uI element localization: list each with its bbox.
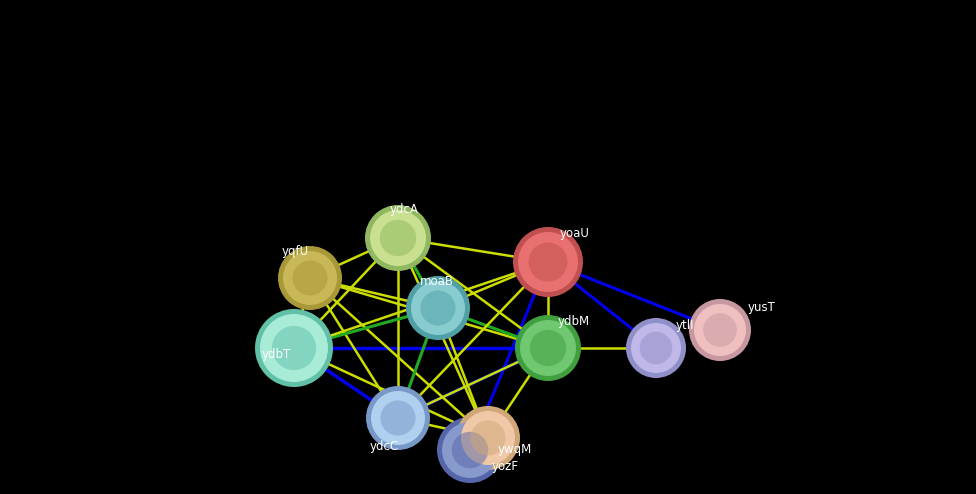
Ellipse shape — [411, 281, 465, 335]
Ellipse shape — [461, 411, 515, 465]
Ellipse shape — [513, 227, 583, 297]
Text: ytlI: ytlI — [676, 319, 695, 332]
Ellipse shape — [380, 220, 416, 256]
Text: ydcC: ydcC — [370, 440, 399, 453]
Ellipse shape — [528, 243, 567, 282]
Ellipse shape — [255, 309, 333, 387]
Ellipse shape — [260, 314, 328, 382]
Text: ydbT: ydbT — [262, 348, 291, 361]
Ellipse shape — [456, 406, 520, 470]
Ellipse shape — [470, 420, 506, 455]
Ellipse shape — [520, 320, 576, 376]
Ellipse shape — [631, 323, 681, 373]
Ellipse shape — [452, 432, 488, 468]
Text: ydbM: ydbM — [558, 315, 590, 328]
Ellipse shape — [626, 318, 686, 378]
Text: ydcA: ydcA — [390, 203, 419, 216]
Ellipse shape — [689, 299, 751, 361]
Ellipse shape — [703, 313, 737, 347]
Text: yusT: yusT — [748, 301, 776, 314]
Ellipse shape — [518, 232, 578, 292]
Ellipse shape — [371, 391, 425, 445]
Ellipse shape — [694, 304, 746, 356]
Text: yozF: yozF — [492, 460, 519, 473]
Ellipse shape — [366, 386, 430, 450]
Ellipse shape — [272, 326, 316, 370]
Ellipse shape — [283, 251, 337, 305]
Text: yoaU: yoaU — [560, 227, 590, 240]
Text: ywqM: ywqM — [498, 443, 532, 456]
Ellipse shape — [370, 210, 426, 266]
Ellipse shape — [381, 401, 416, 436]
Ellipse shape — [278, 246, 342, 310]
Ellipse shape — [530, 330, 566, 366]
Ellipse shape — [437, 417, 503, 483]
Ellipse shape — [442, 422, 498, 478]
Ellipse shape — [639, 332, 672, 364]
Ellipse shape — [421, 290, 456, 326]
Ellipse shape — [365, 205, 431, 271]
Text: moaB: moaB — [420, 275, 454, 288]
Ellipse shape — [406, 276, 470, 340]
Ellipse shape — [293, 260, 328, 295]
Ellipse shape — [515, 315, 581, 381]
Text: yqfU: yqfU — [282, 245, 309, 258]
